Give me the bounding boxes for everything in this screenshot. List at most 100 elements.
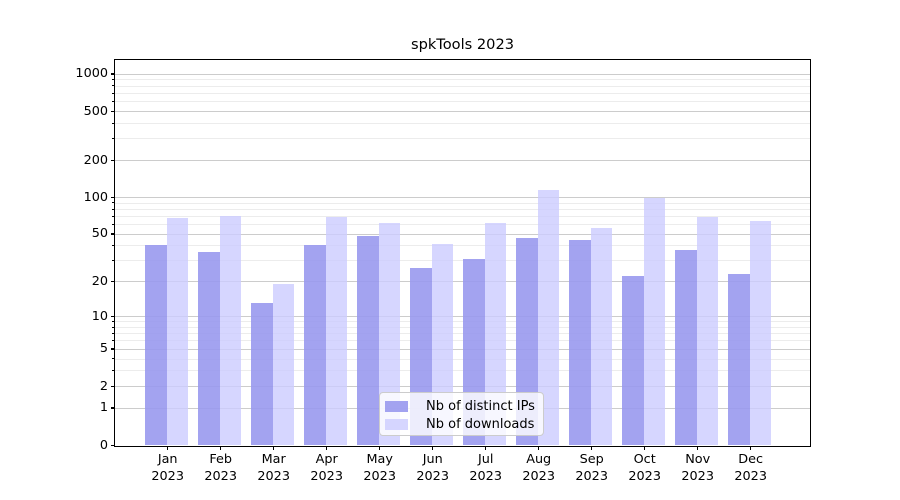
x-label-year: 2023: [522, 468, 555, 484]
x-label-month: May: [366, 452, 393, 467]
y-axis-tick-label: 200: [83, 152, 108, 168]
chart-title: spkTools 2023: [410, 36, 515, 53]
gridline-minor: [115, 208, 810, 210]
bar-distinct-ips-sep: [569, 240, 591, 445]
gridline-minor: [115, 224, 810, 226]
bar-downloads-aug: [537, 190, 560, 445]
y-axis-minor-tick: [112, 85, 115, 87]
y-axis-minor-tick: [112, 138, 115, 140]
x-axis-tick-label: Nov 2023: [671, 452, 725, 485]
gridline-major: [115, 385, 810, 387]
y-axis-tick: [110, 110, 115, 112]
gridline-major: [115, 196, 810, 198]
gridline-minor: [115, 370, 810, 372]
x-label-year: 2023: [204, 468, 237, 484]
x-label-month: Mar: [261, 452, 286, 467]
x-axis-tick-label: Apr 2023: [300, 452, 354, 485]
y-axis-tick: [110, 233, 115, 235]
bar-distinct-ips-mar: [251, 303, 273, 445]
gridline-minor: [115, 85, 810, 87]
x-axis-tick: [750, 446, 752, 451]
y-axis-tick: [110, 196, 115, 198]
bar-distinct-ips-dec: [728, 274, 750, 445]
y-axis-minor-tick: [112, 223, 115, 225]
bar-downloads-mar: [272, 283, 295, 445]
y-axis-minor-tick: [112, 340, 115, 342]
x-axis-tick: [697, 446, 699, 451]
y-axis-tick-label: 1: [99, 400, 108, 416]
x-axis-tick-label: Jul 2023: [459, 452, 513, 485]
x-label-year: 2023: [734, 468, 767, 484]
gridline-minor: [115, 321, 810, 323]
y-axis-minor-tick: [112, 370, 115, 372]
y-axis-minor-tick: [112, 260, 115, 262]
y-axis-tick: [110, 73, 115, 75]
legend-item-distinct-ips: Nb of distinct IPs: [385, 398, 535, 415]
y-axis-minor-tick: [112, 326, 115, 328]
gridline-minor: [115, 101, 810, 103]
bar-distinct-ips-jan: [145, 245, 167, 445]
bar-downloads-oct: [643, 198, 666, 445]
gridline-minor: [115, 260, 810, 262]
x-label-year: 2023: [681, 468, 714, 484]
x-label-month: Dec: [738, 452, 764, 467]
gridline-minor: [115, 340, 810, 342]
x-label-month: Nov: [685, 452, 711, 467]
y-axis-tick: [110, 348, 115, 350]
x-axis-tick: [432, 446, 434, 451]
gridline-minor: [115, 138, 810, 140]
gridline-minor: [115, 79, 810, 81]
bar-downloads-sep: [590, 227, 613, 445]
y-axis-tick: [110, 159, 115, 161]
y-axis-minor-tick: [112, 100, 115, 102]
bar-distinct-ips-nov: [675, 249, 697, 445]
gridline-minor: [115, 358, 810, 360]
x-axis-tick-label: Feb 2023: [194, 452, 248, 485]
x-axis-tick: [538, 446, 540, 451]
y-axis-minor-tick: [112, 321, 115, 323]
x-axis-tick: [326, 446, 328, 451]
gridline-major: [115, 233, 810, 235]
bar-downloads-feb: [219, 215, 242, 445]
x-axis-tick: [379, 446, 381, 451]
y-axis-tick-label: 500: [83, 103, 108, 119]
x-label-year: 2023: [310, 468, 343, 484]
legend-swatch-downloads: [385, 419, 408, 430]
gridline-minor: [115, 326, 810, 328]
gridline-major: [115, 348, 810, 350]
x-axis-tick-label: Aug 2023: [512, 452, 566, 485]
x-label-month: Feb: [209, 452, 233, 467]
x-label-month: Sep: [579, 452, 604, 467]
legend-item-downloads: Nb of downloads: [385, 416, 535, 433]
gridline-major: [115, 73, 810, 75]
y-axis-minor-tick: [112, 208, 115, 210]
plot-area: [114, 59, 811, 447]
y-axis-tick-label: 10: [91, 308, 108, 324]
gridline-minor: [115, 92, 810, 94]
y-axis-tick-label: 20: [91, 274, 108, 290]
y-axis-tick: [110, 315, 115, 318]
x-axis-tick-label: Mar 2023: [247, 452, 301, 485]
y-axis-tick-label: 1000: [75, 66, 108, 82]
x-label-year: 2023: [416, 468, 449, 484]
bar-downloads-apr: [325, 216, 348, 445]
gridline-minor: [115, 122, 810, 124]
x-label-month: Jan: [157, 452, 178, 467]
x-axis-tick-label: Sep 2023: [565, 452, 619, 485]
gridline-minor: [115, 245, 810, 247]
y-axis-tick-label: 2: [99, 378, 108, 394]
gridline-major: [115, 316, 810, 318]
bar-distinct-ips-feb: [198, 252, 220, 445]
x-axis-tick: [644, 446, 646, 451]
bar-downloads-jul: [484, 223, 507, 445]
x-label-year: 2023: [151, 468, 184, 484]
x-axis-tick-label: Dec 2023: [724, 452, 778, 485]
gridline-major: [115, 281, 810, 283]
legend-swatch-distinct-ips: [385, 401, 408, 412]
x-label-month: Oct: [633, 452, 656, 467]
x-axis-tick-label: Jan 2023: [141, 452, 195, 485]
bar-downloads-may: [378, 223, 401, 445]
x-axis-tick-label: Jun 2023: [406, 452, 460, 485]
bar-downloads-nov: [696, 217, 719, 445]
